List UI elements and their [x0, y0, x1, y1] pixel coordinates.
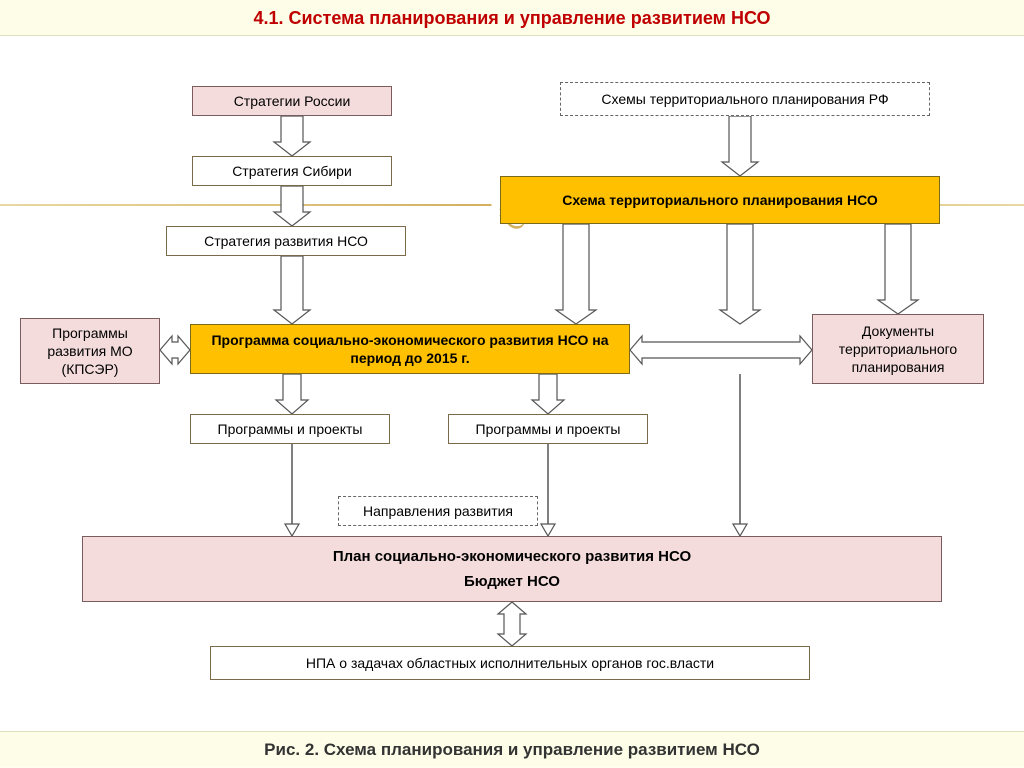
diagram-canvas: ༄ План социально-экономического развития…	[0, 36, 1024, 731]
node-n1: Стратегии России	[192, 86, 392, 116]
node-n3: Стратегия Сибири	[192, 156, 392, 186]
node-n5: Схема территориального планирования НСО	[500, 176, 940, 224]
node-n4: Стратегия развития НСО	[166, 226, 406, 256]
plan-line-2: Бюджет НСО	[464, 572, 560, 592]
node-n6: Программы развития МО (КПСЭР)	[20, 318, 160, 384]
node-n11: Направления развития	[338, 496, 538, 526]
node-n13: НПА о задачах областных исполнительных о…	[210, 646, 810, 680]
node-plan-box: План социально-экономического развития Н…	[82, 536, 942, 602]
node-n9: Программы и проекты	[190, 414, 390, 444]
node-n10: Программы и проекты	[448, 414, 648, 444]
node-n8: Документы территориального планирования	[812, 314, 984, 384]
node-n2: Схемы территориального планирования РФ	[560, 82, 930, 116]
figure-caption: Рис. 2. Схема планирования и управление …	[0, 731, 1024, 767]
page-title: 4.1. Система планирования и управление р…	[0, 0, 1024, 36]
plan-line-1: План социально-экономического развития Н…	[333, 547, 691, 567]
node-n7: Программа социально-экономического разви…	[190, 324, 630, 374]
